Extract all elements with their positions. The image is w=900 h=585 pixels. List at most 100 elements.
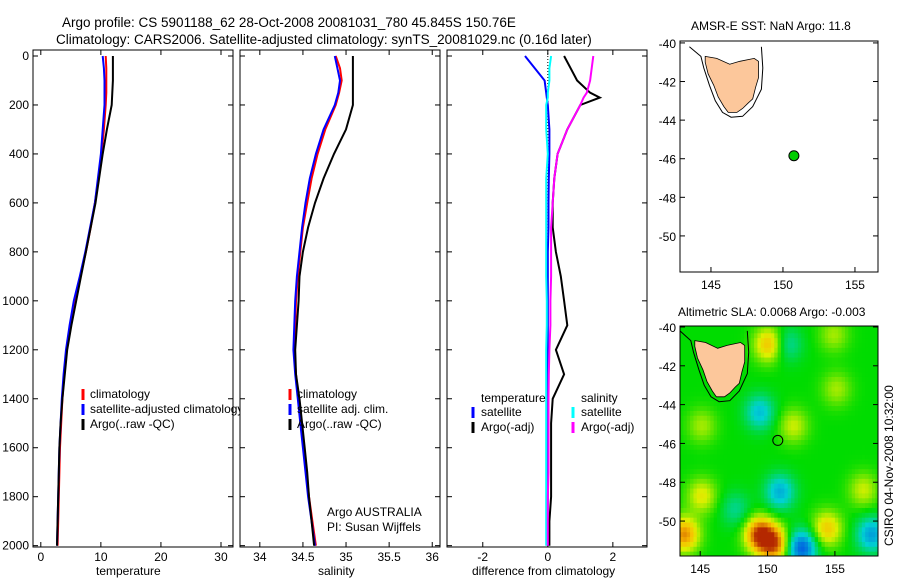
sla-cell [764, 478, 769, 484]
sla-cell [680, 458, 684, 465]
sla-cell [747, 526, 752, 533]
sla-cell [747, 517, 752, 523]
sla-cell [807, 473, 812, 479]
sla-cell [683, 444, 688, 450]
sla-cell [683, 483, 688, 489]
sla-cell [784, 386, 789, 392]
sla-cell [845, 444, 849, 450]
sla-cell [791, 463, 795, 470]
sla-cell [713, 444, 718, 450]
sla-cell [858, 507, 863, 513]
sla-cell [770, 361, 775, 368]
sla-cell [858, 483, 863, 489]
sla-cell [818, 342, 822, 348]
sla-cell [818, 478, 822, 484]
sla-cell [807, 468, 812, 475]
sla-cell [868, 381, 873, 387]
sla-cell [875, 458, 878, 465]
sla-cell [838, 420, 843, 426]
sla-cell [727, 327, 732, 334]
x-tick-label: 20 [154, 550, 168, 564]
sla-cell [747, 454, 752, 460]
csiro-date-label: CSIRO 04-Nov-2008 10:32:00 [882, 385, 896, 546]
sla-cell [713, 458, 718, 465]
sla-cell [696, 517, 701, 523]
sla-cell [794, 434, 799, 441]
sla-cell [777, 522, 782, 528]
sla-cell [696, 415, 701, 421]
sla-cell [781, 497, 785, 504]
sla-cell [774, 410, 779, 416]
sla-cell [774, 332, 779, 339]
sla-cell [740, 444, 745, 450]
sla-cell [848, 400, 853, 407]
sla-cell [811, 371, 816, 377]
sla-cell [750, 376, 755, 382]
sla-cell [693, 366, 698, 373]
sla-cell [690, 400, 694, 407]
sla-cell [828, 536, 833, 542]
sla-cell [855, 458, 859, 465]
sla-cell [777, 366, 782, 373]
sla-cell [706, 488, 711, 494]
sla-cell [821, 526, 826, 533]
sla-cell [801, 517, 806, 523]
shelf-contour [689, 46, 764, 118]
sla-cell [740, 429, 745, 436]
sla-cell [828, 546, 833, 552]
sla-cell [767, 420, 772, 426]
sla-cell [851, 352, 856, 358]
sla-cell [868, 551, 873, 556]
sla-cell [875, 327, 878, 334]
sla-cell [818, 386, 822, 392]
sla-cell [680, 420, 684, 426]
sla-cell [777, 371, 782, 377]
sla-cell [871, 357, 876, 363]
sla-cell [858, 391, 863, 397]
sla-cell [754, 429, 758, 436]
sla-cell [740, 551, 745, 556]
sla-cell [690, 381, 694, 387]
sla-cell [703, 444, 708, 450]
sla-cell [871, 410, 876, 416]
sla-cell [851, 507, 856, 513]
sla-cell [834, 337, 839, 343]
sla-cell [754, 395, 758, 402]
sla-cell [848, 415, 853, 421]
sla-cell [693, 502, 698, 508]
sla-cell [834, 352, 839, 358]
sla-cell [858, 400, 863, 407]
xlabel-difference: difference from climatology [472, 564, 615, 578]
sla-cell [828, 332, 833, 339]
sla-cell [690, 337, 694, 343]
sla-cell [750, 497, 755, 504]
sla-cell [858, 415, 863, 421]
sla-cell [770, 458, 775, 465]
sla-cell [838, 352, 843, 358]
sla-cell [777, 434, 782, 441]
sla-cell [774, 424, 779, 431]
sla-cell [710, 454, 715, 460]
sla-cell [851, 483, 856, 489]
sst-map-title: AMSR-E SST: NaN Argo: 11.8 [691, 19, 851, 33]
sla-cell [754, 483, 758, 489]
sla-cell [777, 347, 782, 353]
sla-cell [858, 478, 863, 484]
sla-cell [871, 488, 876, 494]
sla-cell [683, 395, 688, 402]
sla-cell [794, 502, 799, 508]
sla-cell [807, 361, 812, 368]
sla-cell [865, 332, 870, 339]
sla-cell [733, 327, 738, 334]
sla-cell [851, 347, 856, 353]
sla-cell [871, 541, 876, 547]
sla-cell [743, 327, 748, 334]
sla-cell [851, 497, 856, 504]
sla-cell [777, 497, 782, 504]
sla-cell [804, 395, 809, 402]
sla-cell [858, 512, 863, 518]
sla-cell [848, 502, 853, 508]
sla-cell [700, 458, 705, 465]
sla-cell [851, 536, 856, 542]
sla-cell [683, 536, 688, 542]
